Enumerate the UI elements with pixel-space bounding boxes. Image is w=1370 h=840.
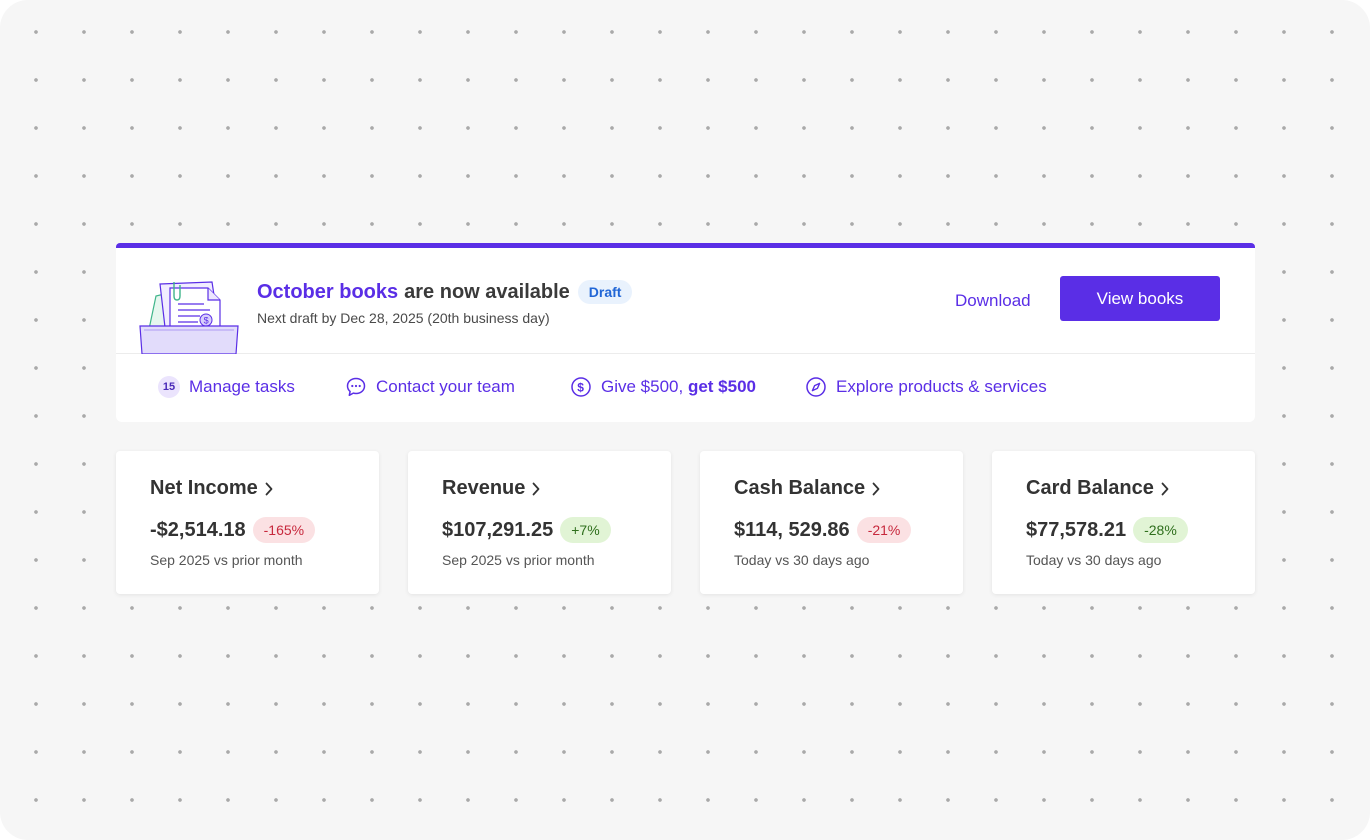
svg-text:$: $ (577, 381, 584, 395)
kpi-period: Sep 2025 vs prior month (442, 552, 595, 568)
kpi-value-row: -$2,514.18 -165% (150, 517, 316, 543)
headline-text: are now available (404, 280, 570, 303)
chevron-right-icon (531, 481, 541, 497)
contact-team-link[interactable]: Contact your team (345, 376, 515, 398)
change-badge: +7% (560, 517, 611, 543)
kpi-value-row: $77,578.21 -28% (1026, 517, 1188, 543)
task-count-badge: 15 (158, 376, 180, 398)
next-draft-info: Next draft by Dec 28, 2025 (20th busines… (257, 310, 550, 326)
kpi-title-text: Net Income (150, 477, 258, 499)
kpi-card-cash-balance[interactable]: Cash Balance $114, 529.86 -21% Today vs … (700, 451, 963, 594)
explore-products-link[interactable]: Explore products & services (805, 376, 1047, 398)
chevron-right-icon (264, 481, 274, 497)
svg-text:$: $ (204, 316, 209, 326)
manage-tasks-link[interactable]: 15 Manage tasks (158, 376, 295, 398)
kpi-title: Cash Balance (734, 477, 881, 500)
chevron-right-icon (1160, 481, 1170, 497)
draft-badge: Draft (577, 280, 633, 304)
contact-team-label: Contact your team (376, 377, 515, 396)
explore-products-label: Explore products & services (836, 377, 1047, 396)
books-available-banner: $ October books are now available Draft … (116, 243, 1255, 422)
kpi-title: Card Balance (1026, 477, 1170, 500)
compass-icon (805, 376, 827, 398)
kpi-card-net-income[interactable]: Net Income -$2,514.18 -165% Sep 2025 vs … (116, 451, 379, 594)
banner-header: $ October books are now available Draft … (116, 248, 1255, 354)
kpi-value-row: $107,291.25 +7% (442, 517, 611, 543)
dollar-circle-icon: $ (570, 376, 592, 398)
download-link[interactable]: Download (955, 291, 1031, 310)
kpi-title: Net Income (150, 477, 274, 500)
change-badge: -28% (1133, 517, 1188, 543)
kpi-period: Today vs 30 days ago (734, 552, 870, 568)
change-badge: -165% (252, 517, 316, 543)
headline-accent: October books (257, 280, 399, 303)
banner-headline: October books are now available Draft (257, 280, 633, 304)
kpi-value-row: $114, 529.86 -21% (734, 517, 912, 543)
kpi-period: Sep 2025 vs prior month (150, 552, 303, 568)
kpi-value: -$2,514.18 (150, 518, 246, 541)
kpi-card-card-balance[interactable]: Card Balance $77,578.21 -28% Today vs 30… (992, 451, 1255, 594)
kpi-value: $107,291.25 (442, 518, 554, 541)
kpi-title-text: Card Balance (1026, 477, 1154, 499)
kpi-title-text: Cash Balance (734, 477, 866, 499)
quick-links-bar: 15 Manage tasks Contact your team (116, 354, 1255, 423)
referral-label-strong: get $500 (687, 377, 756, 396)
view-books-button[interactable]: View books (1060, 276, 1220, 321)
books-folder-illustration: $ (139, 281, 239, 354)
manage-tasks-label: Manage tasks (189, 377, 295, 396)
referral-label-prefix: Give $500, (601, 377, 688, 396)
chat-bubble-icon (345, 376, 367, 398)
kpi-title-text: Revenue (442, 477, 526, 499)
referral-link[interactable]: $ Give $500, get $500 (570, 376, 756, 398)
chevron-right-icon (871, 481, 881, 497)
kpi-value: $77,578.21 (1026, 518, 1127, 541)
change-badge: -21% (856, 517, 912, 543)
kpi-card-revenue[interactable]: Revenue $107,291.25 +7% Sep 2025 vs prio… (408, 451, 671, 594)
kpi-title: Revenue (442, 477, 541, 500)
kpi-value: $114, 529.86 (734, 518, 850, 541)
kpi-period: Today vs 30 days ago (1026, 552, 1162, 568)
